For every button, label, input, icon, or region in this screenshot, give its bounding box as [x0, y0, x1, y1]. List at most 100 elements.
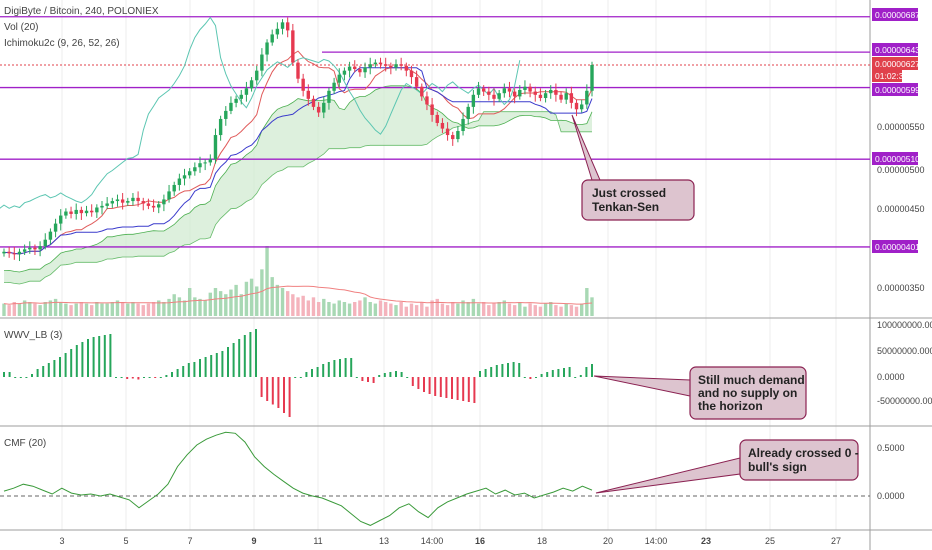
volume-bar-101 — [523, 306, 527, 316]
level-tag-599: 0.00000599 — [872, 83, 920, 96]
volume-bar-109 — [564, 303, 568, 316]
candle-body-97 — [502, 88, 507, 94]
senkou-span-a — [3, 85, 593, 273]
volume-bar-28 — [146, 303, 151, 316]
volume-bar-87 — [451, 302, 455, 316]
volume-bar-61 — [316, 302, 321, 316]
volume-bar-95 — [492, 303, 496, 316]
wwv-bar-25 — [143, 377, 145, 378]
candle-body-70 — [363, 67, 367, 73]
time-label-1: 5 — [123, 536, 128, 546]
volume-bar-52 — [270, 277, 274, 316]
volume-bar-38 — [198, 298, 202, 316]
candle-body-14 — [74, 209, 78, 214]
candle-body-57 — [296, 62, 300, 79]
callout-text-tenkan-0: Just crossed — [592, 186, 666, 200]
volume-bar-53 — [275, 284, 280, 316]
time-label-4: 11 — [313, 536, 322, 546]
price-tick-350: 0.00000350 — [877, 283, 925, 293]
time-label-7: 16 — [475, 536, 485, 546]
candle-body-18 — [95, 207, 99, 213]
candle-body-54 — [280, 22, 285, 29]
wwv-bar-44 — [249, 332, 252, 377]
volume-bar-81 — [420, 302, 424, 316]
volume-bar-80 — [414, 305, 419, 316]
volume-bar-102 — [528, 303, 532, 316]
candle-body-59 — [306, 90, 311, 99]
candle-body-56 — [291, 30, 295, 63]
current-price-tag: 0.00000627 — [872, 57, 920, 70]
candle-body-16 — [84, 210, 89, 214]
volume-bar-12 — [64, 303, 68, 316]
candle-body-89 — [461, 118, 465, 132]
candle-body-94 — [487, 91, 491, 95]
volume-bar-54 — [280, 288, 285, 316]
horizontal-levels — [0, 16, 870, 248]
volume-bar-9 — [48, 300, 53, 316]
volume-bar-59 — [306, 300, 311, 316]
candle-body-106 — [549, 89, 553, 94]
candle-body-19 — [100, 205, 104, 208]
candle-body-46 — [239, 94, 243, 99]
volume-bar-50 — [260, 269, 264, 316]
wwv-bar-20 — [115, 377, 117, 378]
wwv-bar-56 — [316, 367, 319, 377]
cmf-tick-05: 0.5000 — [877, 443, 905, 453]
volume-bar-45 — [234, 284, 238, 316]
wwv-bar-46 — [260, 377, 263, 397]
wwv-bar-53 — [299, 377, 302, 378]
wwv-bar-31 — [176, 369, 179, 377]
level-tag-687: 0.00000687 — [872, 8, 920, 21]
wwv-bar-81 — [456, 377, 459, 400]
wwv-bar-101 — [568, 367, 571, 377]
candle-body-110 — [569, 93, 574, 103]
volume-bar-77 — [399, 302, 403, 316]
volume-bar-113 — [585, 288, 589, 316]
wwv-bar-60 — [339, 359, 341, 377]
candle-body-92 — [476, 88, 481, 95]
candle-body-42 — [218, 118, 223, 136]
candle-body-34 — [177, 178, 182, 185]
wwv-bar-59 — [333, 360, 336, 377]
wwv-bar-87 — [490, 367, 493, 377]
wwv-bar-45 — [255, 329, 257, 377]
price-tick-550: 0.00000550 — [877, 122, 925, 132]
volume-bar-34 — [177, 297, 182, 316]
wwv-tick-50m: 50000000.0000 — [877, 346, 932, 356]
candle-body-87 — [451, 135, 455, 140]
candle-body-39 — [203, 162, 207, 164]
wwv-bar-39 — [221, 351, 224, 377]
volume-bar-93 — [481, 302, 486, 316]
candle-body-99 — [512, 91, 517, 97]
wwv-bar-5 — [31, 374, 33, 377]
wwv-bar-13 — [75, 345, 78, 377]
wwv-bar-78 — [439, 377, 442, 397]
candle-body-33 — [172, 184, 176, 192]
candle-body-36 — [187, 171, 192, 176]
candle-body-51 — [265, 42, 269, 55]
volume-bar-4 — [22, 300, 27, 316]
candle-body-62 — [322, 102, 326, 113]
cmf-tick-0: 0.0000 — [877, 491, 905, 501]
candle-body-104 — [538, 94, 543, 99]
wwv-bar-58 — [327, 362, 330, 377]
wwv-bar-54 — [305, 372, 308, 377]
volume-bar-75 — [389, 303, 393, 316]
candle-body-86 — [445, 128, 450, 136]
volume-bars — [2, 246, 594, 316]
candle-body-11 — [59, 215, 63, 224]
volume-bar-83 — [430, 300, 434, 316]
volume-bar-92 — [476, 303, 481, 316]
volume-bar-26 — [136, 303, 140, 316]
volume-bar-6 — [33, 303, 37, 316]
volume-bar-112 — [579, 303, 584, 316]
wwv-bar-9 — [53, 360, 56, 377]
cloud-fill — [4, 85, 592, 284]
wwv-bar-103 — [579, 375, 582, 377]
candle-body-103 — [533, 91, 537, 95]
svg-text:0.00000599: 0.00000599 — [875, 85, 920, 95]
candle-body-96 — [497, 93, 501, 99]
callout-box-tenkan — [581, 179, 695, 221]
candle-body-90 — [466, 106, 470, 119]
wwv-bar-14 — [81, 342, 84, 377]
